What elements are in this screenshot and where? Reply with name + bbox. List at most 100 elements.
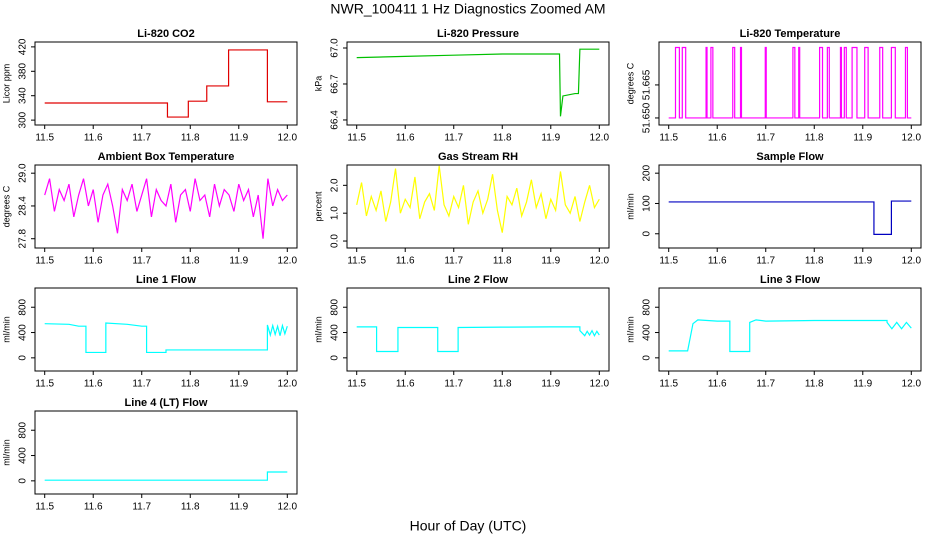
y-tick-label: 400 xyxy=(18,447,29,464)
data-line xyxy=(668,319,912,353)
y-tick-label: 800 xyxy=(330,298,341,315)
data-line xyxy=(668,46,912,119)
x-tick-label: 11.9 xyxy=(229,133,248,144)
data-line xyxy=(356,165,600,233)
y-tick-label: 340 xyxy=(18,87,29,104)
plot-frame xyxy=(346,287,610,372)
x-tick-label: 11.5 xyxy=(347,379,366,390)
x-tick-label: 11.6 xyxy=(396,256,415,267)
x-tick-label: 11.9 xyxy=(541,379,560,390)
y-axis-label: degrees C xyxy=(1,185,11,227)
x-tick-label: 11.5 xyxy=(659,379,678,390)
y-tick-label: 300 xyxy=(18,111,29,128)
x-tick-label: 11.5 xyxy=(35,502,54,513)
x-tick-label: 11.5 xyxy=(35,379,54,390)
x-tick-label: 11.8 xyxy=(805,379,824,390)
x-tick-label: 11.6 xyxy=(708,379,727,390)
x-tick-label: 12.0 xyxy=(278,502,298,513)
y-tick-label: 400 xyxy=(642,324,653,341)
plot-frame xyxy=(34,287,298,372)
data-line xyxy=(44,49,288,118)
x-tick-label: 11.7 xyxy=(444,379,463,390)
x-tick-label: 11.8 xyxy=(493,133,512,144)
x-tick-label: 11.7 xyxy=(756,256,775,267)
data-line xyxy=(44,471,288,481)
data-line xyxy=(44,178,288,239)
x-tick-label: 11.8 xyxy=(181,133,200,144)
x-tick-label: 11.7 xyxy=(756,133,775,144)
x-tick-label: 12.0 xyxy=(278,256,298,267)
panel-title: Li-820 Pressure xyxy=(437,28,519,40)
y-axis-label: ml/min xyxy=(625,316,635,343)
panel-title: Line 1 Flow xyxy=(136,274,196,286)
y-tick-label: 800 xyxy=(18,298,29,315)
plot-frame xyxy=(346,164,610,249)
x-tick-label: 11.6 xyxy=(396,379,415,390)
y-tick-label: 0 xyxy=(18,355,29,361)
x-tick-label: 11.8 xyxy=(493,256,512,267)
x-tick-label: 11.8 xyxy=(181,379,200,390)
x-tick-label: 11.8 xyxy=(805,256,824,267)
panel-title: Line 3 Flow xyxy=(760,274,820,286)
x-tick-label: 11.9 xyxy=(853,256,872,267)
x-tick-label: 11.6 xyxy=(708,133,727,144)
y-tick-label: 1.0 xyxy=(330,206,341,220)
x-tick-label: 11.5 xyxy=(347,133,366,144)
x-tick-label: 11.8 xyxy=(181,502,200,513)
x-tick-label: 12.0 xyxy=(278,133,298,144)
y-tick-label: 67.0 xyxy=(330,38,341,58)
data-line xyxy=(668,200,912,235)
plot-frame xyxy=(346,41,610,126)
x-tick-label: 11.5 xyxy=(659,256,678,267)
y-axis-label: percent xyxy=(313,191,323,222)
x-tick-label: 11.6 xyxy=(708,256,727,267)
y-tick-label: 27.8 xyxy=(18,229,29,249)
x-tick-label: 11.7 xyxy=(444,133,463,144)
y-axis-label: kPa xyxy=(313,76,323,92)
x-tick-label: 11.9 xyxy=(541,256,560,267)
x-tick-label: 11.6 xyxy=(84,133,103,144)
x-tick-label: 11.7 xyxy=(444,256,463,267)
x-tick-label: 12.0 xyxy=(590,256,610,267)
panel-title: Line 4 (LT) Flow xyxy=(125,397,208,409)
x-tick-label: 11.5 xyxy=(35,256,54,267)
x-tick-label: 11.6 xyxy=(84,502,103,513)
data-line xyxy=(356,326,600,353)
x-tick-label: 11.9 xyxy=(853,379,872,390)
x-tick-label: 11.6 xyxy=(84,256,103,267)
y-axis-label: ml/min xyxy=(1,316,11,343)
y-tick-label: 29.0 xyxy=(18,163,29,183)
y-tick-label: 400 xyxy=(18,324,29,341)
y-tick-label: 66.4 xyxy=(330,110,341,130)
panel-title: Sample Flow xyxy=(756,151,824,163)
plot-frame xyxy=(658,164,922,249)
data-line xyxy=(356,48,600,117)
x-tick-label: 12.0 xyxy=(590,133,610,144)
y-axis-label: ml/min xyxy=(313,316,323,343)
panel-title: Gas Stream RH xyxy=(438,151,518,163)
x-tick-label: 11.9 xyxy=(229,502,248,513)
plot-frame xyxy=(658,41,922,126)
y-axis-label: Licor ppm xyxy=(1,64,11,104)
x-tick-label: 11.9 xyxy=(229,379,248,390)
x-tick-label: 11.7 xyxy=(132,256,151,267)
y-tick-label: 28.4 xyxy=(18,196,29,216)
y-tick-label: 51.665 xyxy=(642,69,653,100)
x-tick-label: 11.7 xyxy=(132,379,151,390)
x-tick-label: 12.0 xyxy=(590,379,610,390)
plot-frame xyxy=(34,164,298,249)
y-tick-label: 0 xyxy=(18,478,29,484)
y-tick-label: 400 xyxy=(330,324,341,341)
y-axis-label: ml/min xyxy=(1,439,11,466)
y-tick-label: 800 xyxy=(642,298,653,315)
data-line xyxy=(44,322,288,354)
x-tick-label: 11.6 xyxy=(84,379,103,390)
x-tick-label: 11.5 xyxy=(347,256,366,267)
y-tick-label: 380 xyxy=(18,63,29,80)
x-tick-label: 11.8 xyxy=(493,379,512,390)
y-tick-label: 0 xyxy=(330,355,341,361)
y-tick-label: 2.0 xyxy=(330,178,341,192)
panel-title: Li-820 CO2 xyxy=(137,28,194,40)
